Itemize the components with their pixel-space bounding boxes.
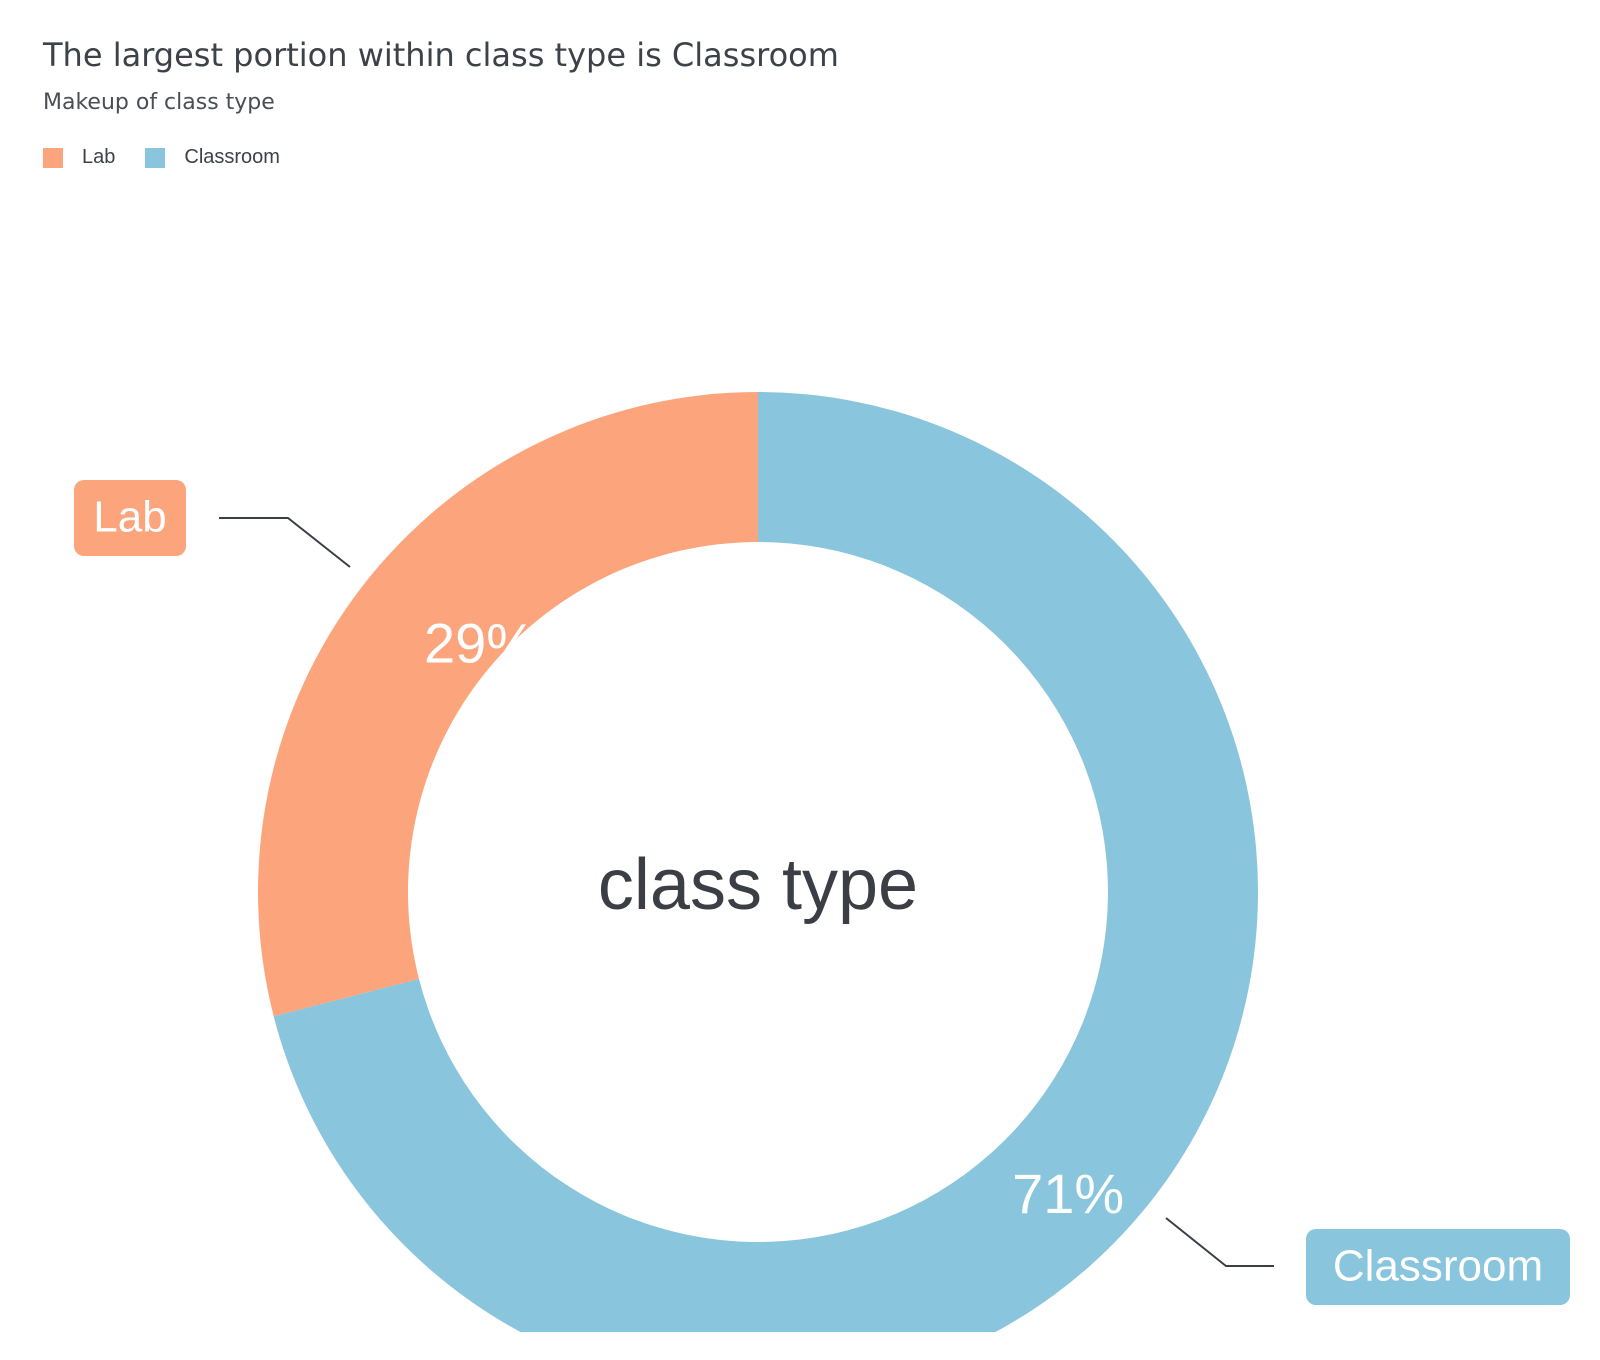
callout-label-classroom: Classroom bbox=[1333, 1242, 1543, 1291]
legend-swatch-classroom bbox=[145, 147, 166, 168]
callout-box-classroom bbox=[1306, 1229, 1570, 1305]
slice-classroom[interactable] bbox=[273, 392, 1258, 1360]
chart-title: The largest portion within class type is… bbox=[43, 36, 839, 74]
legend-label-classroom: Classroom bbox=[184, 146, 280, 168]
leader-line-classroom bbox=[1165, 1217, 1274, 1267]
leader-lines bbox=[219, 517, 1274, 1267]
legend: Lab Classroom bbox=[43, 146, 310, 169]
callout-box-lab bbox=[74, 480, 186, 556]
leader-line-lab bbox=[219, 517, 351, 568]
percent-label-lab: 29% bbox=[424, 612, 536, 675]
legend-item-lab[interactable]: Lab bbox=[43, 146, 115, 169]
chart-subtitle: Makeup of class type bbox=[43, 90, 275, 115]
legend-label-lab: Lab bbox=[82, 146, 116, 168]
legend-item-classroom[interactable]: Classroom bbox=[145, 146, 280, 169]
callout-label-lab: Lab bbox=[93, 493, 166, 542]
legend-swatch-lab bbox=[43, 147, 63, 168]
slice-labels: 29% 71% Lab Classroom bbox=[74, 480, 1570, 1305]
center-label: class type bbox=[598, 845, 918, 925]
donut-slices bbox=[257, 392, 1258, 1360]
slice-lab[interactable] bbox=[257, 392, 758, 1017]
percent-label-classroom: 71% bbox=[1012, 1162, 1124, 1225]
